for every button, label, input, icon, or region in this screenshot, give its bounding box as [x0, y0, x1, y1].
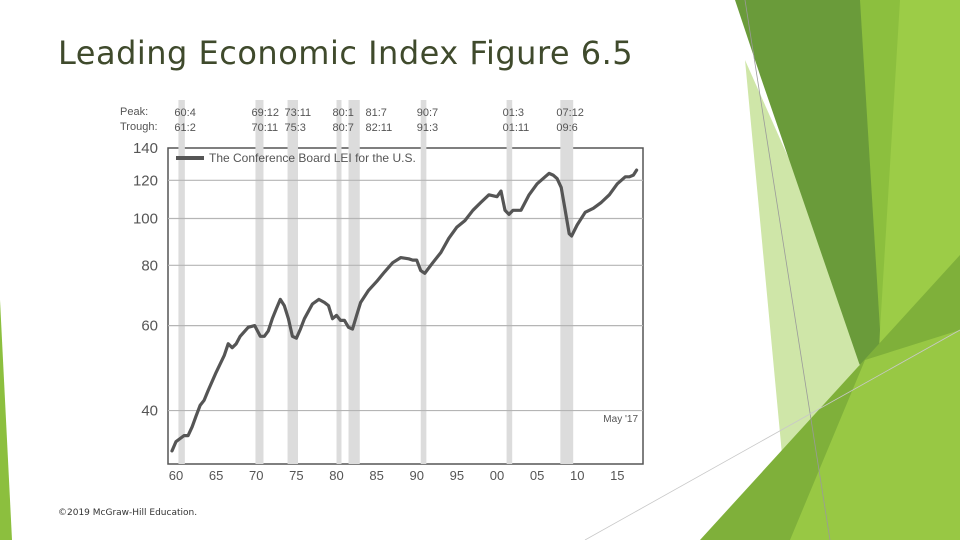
- trough-label: Trough:: [120, 121, 158, 133]
- lei-series-line: [170, 168, 639, 453]
- deco-left-sliver: [0, 300, 12, 540]
- x-tick-5: 85: [369, 468, 383, 483]
- recession-band-0: [178, 100, 185, 464]
- y-tick-0: 140: [133, 140, 158, 157]
- recession-peak-4: 81:7: [365, 107, 386, 119]
- recession-band-2: [287, 100, 298, 464]
- y-tick-1: 120: [133, 172, 158, 189]
- y-tick-2: 100: [133, 211, 158, 228]
- x-tick-1: 65: [209, 468, 223, 483]
- x-tick-0: 60: [169, 468, 183, 483]
- recession-band-7: [560, 100, 574, 464]
- copyright-notice: ©2019 McGraw-Hill Education.: [58, 508, 198, 518]
- slide-title: Leading Economic Index Figure 6.5: [58, 34, 634, 72]
- recession-bands: [178, 100, 574, 464]
- recession-trough-1: 70:11: [251, 122, 278, 134]
- date-annotation: May '17: [603, 414, 638, 425]
- x-tick-6: 90: [409, 468, 423, 483]
- x-tick-8: 00: [490, 468, 504, 483]
- x-tick-10: 10: [570, 468, 584, 483]
- recession-band-1: [255, 100, 264, 464]
- recession-peak-2: 73:11: [284, 107, 311, 119]
- recession-band-5: [420, 100, 427, 464]
- x-axis-tick-labels: 60 65 70 75 80 85 90 95 00 05 10 15: [169, 468, 625, 483]
- x-tick-4: 80: [329, 468, 343, 483]
- recession-trough-6: 01:11: [503, 122, 530, 134]
- x-tick-7: 95: [450, 468, 464, 483]
- recession-trough-4: 82:11: [365, 122, 392, 134]
- deco-line-b: [584, 329, 960, 540]
- recession-peak-0: 60:4: [174, 107, 195, 119]
- recession-trough-2: 75:3: [284, 122, 305, 134]
- recession-peak-6: 01:3: [503, 107, 524, 119]
- deco-line-a: [744, 0, 831, 540]
- x-tick-3: 75: [289, 468, 303, 483]
- recession-band-6: [506, 100, 513, 464]
- grid-lines: [168, 179, 643, 412]
- x-tick-9: 05: [530, 468, 544, 483]
- recession-peak-7: 07:12: [556, 107, 584, 119]
- recession-trough-7: 09:6: [556, 122, 577, 134]
- x-tick-2: 70: [249, 468, 263, 483]
- y-tick-5: 40: [141, 403, 158, 420]
- peak-label: Peak:: [120, 106, 148, 118]
- x-tick-11: 15: [610, 468, 624, 483]
- recession-trough-3: 80:7: [332, 122, 353, 134]
- recession-peak-1: 69:12: [251, 107, 279, 119]
- recession-band-4: [348, 100, 360, 464]
- recession-date-labels: 60:4 61:2 69:12 70:11 73:11 75:3 80:1 80:7 81:7 8…: [174, 107, 583, 134]
- y-axis-tick-labels: 140 120 100 80 60 40: [133, 140, 158, 420]
- recession-peak-3: 80:1: [332, 107, 353, 119]
- legend: The Conference Board LEI for the U.S.: [176, 151, 416, 165]
- recession-trough-0: 61:2: [174, 122, 195, 134]
- recession-band-3: [336, 100, 342, 464]
- y-tick-3: 80: [141, 257, 158, 274]
- legend-series-name: The Conference Board LEI for the U.S.: [209, 151, 416, 165]
- deco-bottom-light: [790, 330, 960, 540]
- y-tick-4: 60: [141, 318, 158, 335]
- recession-trough-5: 91:3: [417, 122, 438, 134]
- deco-dark-shard: [735, 0, 890, 395]
- recession-peak-5: 90:7: [417, 107, 438, 119]
